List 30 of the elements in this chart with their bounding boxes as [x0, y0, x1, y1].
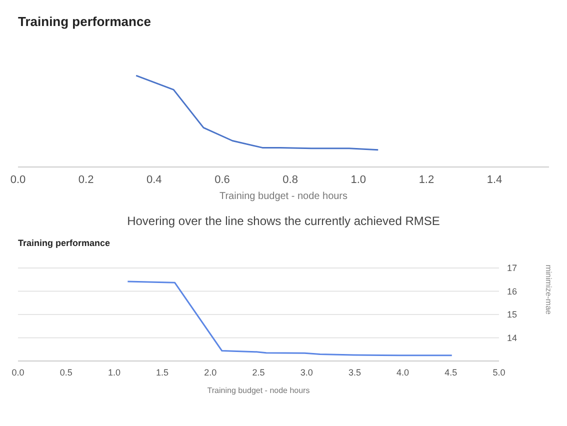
x-tick-label: 2.5 — [252, 367, 265, 378]
x-tick-label: 1.2 — [418, 174, 434, 186]
chart-title: Training performance — [17, 13, 152, 29]
x-tick-label: 0.5 — [60, 367, 72, 378]
y2-axis-title: minimize-mae — [544, 264, 554, 316]
y2-tick-label: 14 — [507, 332, 518, 343]
x-tick-label: 4.0 — [396, 367, 410, 378]
x-tick-label: 5.0 — [492, 367, 506, 378]
x-tick-label: 0.6 — [214, 174, 230, 186]
x-tick-label: 0.0 — [12, 367, 24, 378]
x-tick-label: 3.0 — [300, 367, 313, 378]
x-tick-label: 1.5 — [156, 367, 169, 378]
x-tick-label: 0.0 — [10, 174, 26, 186]
x-tick-label: 4.5 — [444, 367, 458, 378]
line-series — [126, 280, 453, 356]
x-tick-label: 1.0 — [350, 174, 366, 186]
x-tick-label: 0.2 — [78, 174, 94, 186]
y2-tick-label: 16 — [507, 286, 518, 296]
x-tick-label: 2.0 — [204, 367, 217, 378]
x-axis-title: Training budget - node hours — [219, 191, 348, 202]
x-tick-label: 0.4 — [146, 174, 162, 186]
text: Hovering over the line shows the currently achieved RMSE — [126, 214, 441, 228]
x-tick-label: 0.8 — [282, 174, 298, 186]
x-tick-label: 3.5 — [348, 367, 361, 378]
y2-tick-label: 17 — [507, 263, 518, 274]
x-tick-label: 1.4 — [486, 174, 502, 186]
x-tick-label: 1.0 — [108, 367, 120, 378]
y2-tick-label: 15 — [507, 310, 518, 320]
x-axis-title: Training budget - node hours — [207, 386, 310, 395]
chart-title: Training performance — [17, 237, 112, 248]
